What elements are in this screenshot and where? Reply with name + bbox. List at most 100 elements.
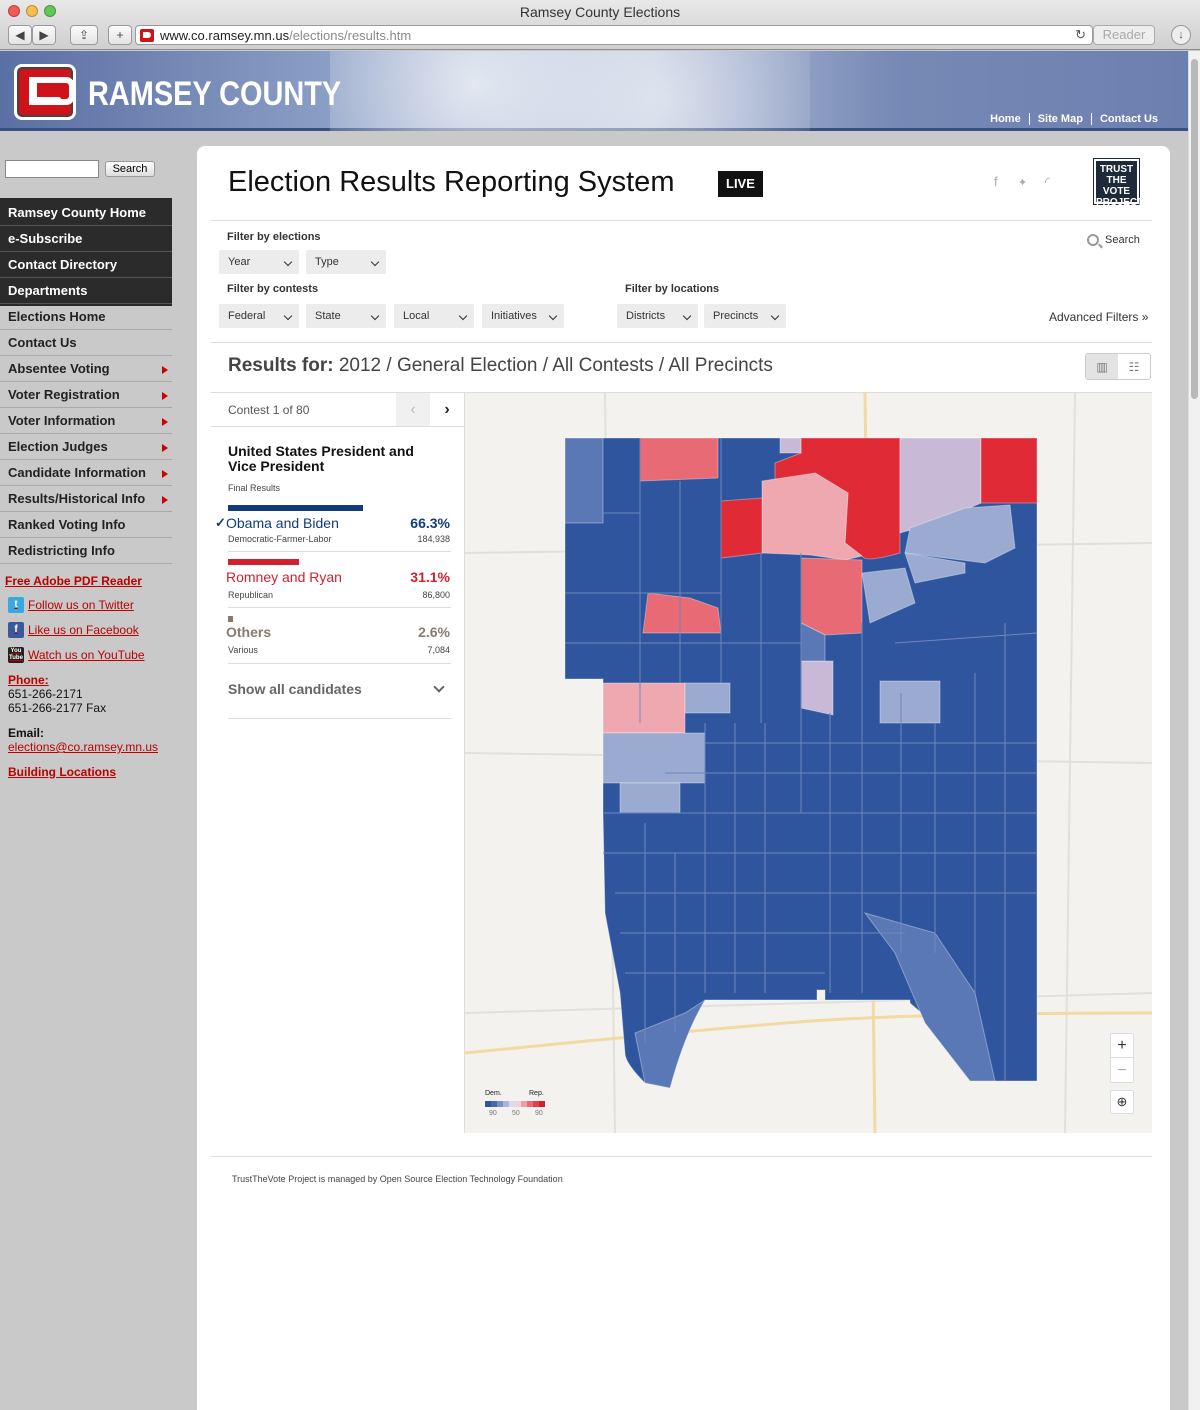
sidebar-item-ramsey-county-home[interactable]: Ramsey County Home — [0, 200, 172, 226]
building-locations-link[interactable]: Building Locations — [8, 765, 116, 779]
candidate-name[interactable]: Others — [226, 624, 272, 640]
state-dropdown[interactable]: State — [306, 304, 386, 328]
sidebar-item-contact-directory[interactable]: Contact Directory — [0, 252, 172, 278]
header-link-home[interactable]: Home — [990, 113, 1021, 125]
chevron-down-icon — [283, 257, 293, 267]
list-icon: ☷ — [1128, 359, 1140, 374]
scrollbar-thumb[interactable] — [1191, 59, 1198, 399]
sidebar-item-results-historical-info[interactable]: Results/Historical Info — [0, 486, 172, 512]
twitter-icon[interactable]: ✦ — [1018, 177, 1028, 189]
precincts-dropdown[interactable]: Precincts — [704, 304, 786, 328]
candidate-bar — [228, 505, 363, 511]
contest-count: Contest 1 of 80 — [228, 403, 310, 417]
year-dropdown[interactable]: Year — [219, 250, 299, 274]
divider — [211, 392, 1152, 393]
back-button[interactable]: ◀ — [8, 25, 32, 45]
share-icon[interactable]: ⇪ — [70, 25, 98, 45]
expand-arrow-icon — [162, 444, 168, 452]
districts-dropdown[interactable]: Districts — [617, 304, 698, 328]
list-view-button[interactable]: ☷ — [1118, 354, 1150, 379]
header-link-site-map[interactable]: Site Map — [1028, 113, 1091, 125]
results-for-heading: Results for: 2012 / General Election / A… — [228, 355, 773, 376]
view-toggle: ▥ ☷ — [1085, 353, 1151, 380]
header-banner-image — [330, 51, 810, 131]
sidebar-primary-nav — [0, 198, 172, 306]
reload-icon[interactable]: ↻ — [1075, 27, 1086, 42]
filter-contests-label: Filter by contests — [227, 283, 319, 295]
next-contest-button[interactable]: › — [430, 393, 464, 426]
show-all-candidates-button[interactable]: Show all candidates — [228, 681, 362, 697]
page-scrollbar[interactable] — [1188, 51, 1200, 1410]
rss-icon[interactable]: ◜ — [1045, 174, 1051, 189]
close-window-button[interactable] — [8, 5, 20, 17]
precinct-shape — [879, 680, 941, 724]
sidebar-item-contact-us[interactable]: Contact Us — [0, 330, 172, 356]
sidebar-item-departments[interactable]: Departments — [0, 278, 172, 304]
legend-tick: 50 — [512, 1110, 520, 1117]
sidebar-item-voter-registration[interactable]: Voter Registration — [0, 382, 172, 408]
pdf-reader-link[interactable]: Free Adobe PDF Reader — [5, 574, 142, 588]
type-dropdown[interactable]: Type — [306, 250, 386, 274]
site-header: RAMSEY COUNTY Home Site Map Contact Us — [0, 51, 1188, 131]
globe-icon[interactable]: ⊕ — [1110, 1090, 1134, 1114]
map-view-button[interactable]: ▥ — [1086, 354, 1118, 379]
sidebar-search-input[interactable] — [5, 160, 99, 178]
facebook-link[interactable]: f Like us on Facebook — [8, 622, 139, 638]
chevron-down-icon — [548, 311, 558, 321]
divider — [211, 220, 1152, 221]
sidebar-item-ranked-voting-info[interactable]: Ranked Voting Info — [0, 512, 172, 538]
sidebar-search-button[interactable]: Search — [105, 161, 155, 177]
precinct-shape — [602, 682, 686, 734]
facebook-icon[interactable]: f — [994, 174, 998, 189]
map-icon: ▥ — [1096, 359, 1108, 374]
chevron-down-icon — [370, 257, 380, 267]
zoom-in-button[interactable]: + — [1111, 1034, 1133, 1058]
candidate-percent: 66.3% — [410, 515, 450, 531]
contest-navigator: Contest 1 of 80 ‹ › — [211, 393, 464, 427]
candidate-party: Various — [228, 645, 258, 655]
sidebar-item-redistricting-info[interactable]: Redistricting Info — [0, 538, 172, 564]
email-label: Email: — [8, 726, 45, 740]
reader-button[interactable]: Reader — [1093, 25, 1155, 45]
precinct-borders — [565, 438, 1038, 1081]
zoom-out-button[interactable]: − — [1117, 1062, 1127, 1079]
live-badge: LIVE — [718, 171, 763, 197]
federal-dropdown[interactable]: Federal — [219, 304, 299, 328]
precinct-shape — [800, 557, 863, 636]
forward-button[interactable]: ▶ — [32, 25, 56, 45]
initiatives-dropdown[interactable]: Initiatives — [482, 304, 564, 328]
zoom-window-button[interactable] — [44, 5, 56, 17]
sidebar-item-candidate-information[interactable]: Candidate Information — [0, 460, 172, 486]
youtube-link[interactable]: You Tube Watch us on YouTube — [8, 647, 145, 663]
downloads-icon[interactable]: ↓ — [1171, 25, 1191, 45]
url-bar[interactable]: www.co.ramsey.mn.us/elections/results.ht… — [135, 25, 1093, 45]
precinct-shape — [684, 682, 731, 714]
local-dropdown[interactable]: Local — [394, 304, 474, 328]
candidate-name[interactable]: Romney and Ryan — [226, 569, 342, 585]
sidebar-item-e-subscribe[interactable]: e-Subscribe — [0, 226, 172, 252]
twitter-link[interactable]: t Follow us on Twitter — [8, 597, 134, 613]
search-link[interactable]: Search — [1087, 234, 1140, 246]
minimize-window-button[interactable] — [26, 5, 38, 17]
sidebar-item-election-judges[interactable]: Election Judges — [0, 434, 172, 460]
advanced-filters-link[interactable]: Advanced Filters » — [1049, 310, 1149, 324]
precinct-shape — [619, 782, 681, 814]
sidebar-item-voter-information[interactable]: Voter Information — [0, 408, 172, 434]
fax-number: 651-266-2177 Fax — [8, 701, 107, 715]
trust-the-vote-logo[interactable]: TRUST THE VOTE PROJECT — [1094, 159, 1143, 208]
expand-arrow-icon — [162, 366, 168, 374]
sidebar-item-absentee-voting[interactable]: Absentee Voting — [0, 356, 172, 382]
main-panel: Election Results Reporting System LIVE f… — [197, 146, 1170, 1410]
new-tab-button[interactable]: + — [108, 25, 132, 45]
sidebar-item-elections-home[interactable]: Elections Home — [0, 304, 172, 330]
email-link[interactable]: elections@co.ramsey.mn.us — [8, 740, 159, 754]
expand-arrow-icon — [162, 418, 168, 426]
header-link-contact-us[interactable]: Contact Us — [1090, 113, 1166, 125]
candidate-bar — [228, 616, 233, 622]
results-map[interactable]: Dem. Rep. 90 50 90 + − ⊕ — [465, 393, 1152, 1133]
precinct-shape — [602, 732, 706, 784]
precinct-map-svg[interactable] — [465, 393, 1152, 1133]
candidate-name[interactable]: Obama and Biden — [226, 515, 339, 531]
ramsey-county-logo[interactable] — [14, 64, 76, 120]
previous-contest-button[interactable]: ‹ — [396, 393, 430, 426]
